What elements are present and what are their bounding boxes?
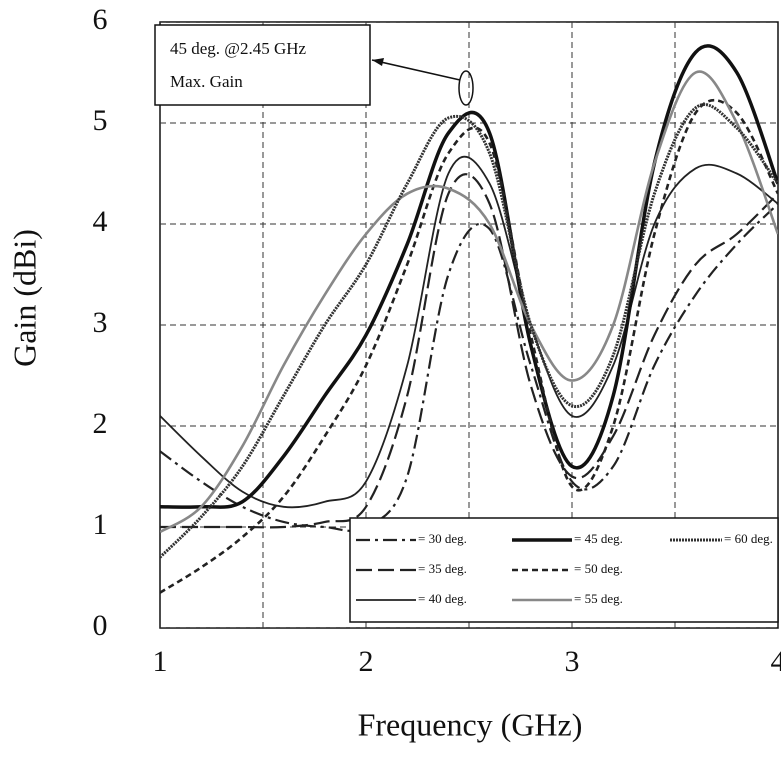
- x-tick-label: 2: [359, 645, 374, 678]
- legend-label: = 45 deg.: [574, 531, 623, 546]
- x-tick-label: 4: [771, 645, 781, 678]
- arrow-head: [372, 58, 384, 66]
- series-line: [160, 70, 778, 534]
- legend-label: = 35 deg.: [418, 561, 467, 576]
- y-tick-label: 2: [93, 407, 108, 440]
- y-axis-label: Gain (dBi): [6, 229, 42, 367]
- legend-label: = 30 deg.: [418, 531, 467, 546]
- x-tick-label: 1: [153, 645, 168, 678]
- annotation-box: [154, 24, 371, 106]
- x-tick-label: 3: [565, 645, 580, 678]
- y-tick-label: 5: [93, 104, 108, 137]
- series-line: [160, 98, 778, 594]
- x-axis-label: Frequency (GHz): [358, 706, 583, 742]
- annotation: Max. Gain: [170, 72, 243, 91]
- series-line: [160, 155, 778, 509]
- plot-area: [160, 22, 778, 628]
- legend-label: = 50 deg.: [574, 561, 623, 576]
- legend-label: = 60 deg.: [724, 531, 773, 546]
- y-tick-label: 6: [93, 3, 108, 36]
- y-tick-label: 3: [93, 306, 108, 339]
- series-line: [160, 203, 778, 533]
- annotation: 45 deg. @2.45 GHz: [170, 39, 307, 58]
- y-tick-label: 1: [93, 508, 108, 541]
- legend-label: = 40 deg.: [418, 591, 467, 606]
- series-line: [160, 173, 778, 529]
- highlight-ellipse: [458, 70, 474, 106]
- legend-label: = 55 deg.: [574, 591, 623, 606]
- annotation-arrow: [371, 59, 461, 81]
- y-tick-label: 0: [93, 609, 108, 642]
- y-tick-label: 4: [93, 205, 108, 238]
